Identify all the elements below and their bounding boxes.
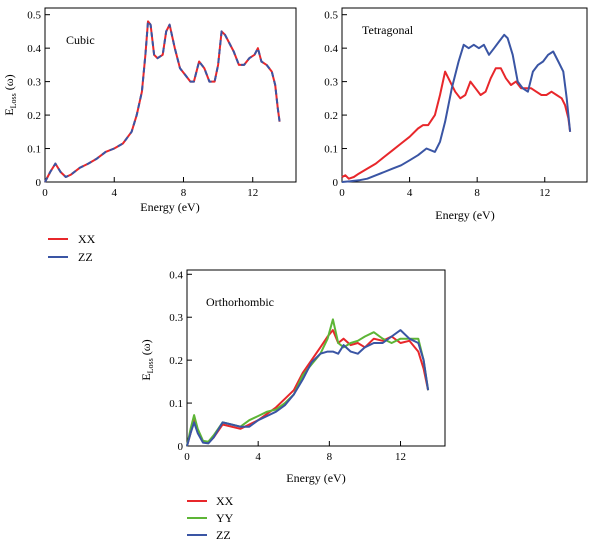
x-axis-label: Energy (eV) <box>435 208 494 222</box>
legend-label-yy: YY <box>216 511 234 525</box>
y-tick-label: 0.4 <box>324 43 338 55</box>
y-tick-label: 0.4 <box>169 269 183 281</box>
series-line-s0 <box>341 67 572 180</box>
x-tick-label: 12 <box>247 187 258 199</box>
y-tick-label: 0 <box>333 177 339 189</box>
plot-frame <box>341 7 588 183</box>
y-tick-label: 0.2 <box>169 355 183 367</box>
x-tick-label: 0 <box>339 187 345 199</box>
y-tick-label: 0.4 <box>27 43 41 55</box>
panel-title: Orthorhombic <box>206 295 274 309</box>
series-line-zz <box>44 20 281 183</box>
y-tick-label: 0.2 <box>27 110 41 122</box>
series-lines <box>44 20 281 183</box>
x-tick-label: 0 <box>184 451 190 463</box>
legend-label-zz: ZZ <box>78 250 93 264</box>
x-tick-label: 4 <box>407 187 413 199</box>
legend-label-xx: XX <box>78 232 96 246</box>
y-tick-label: 0.1 <box>169 398 183 410</box>
y-tick-label: 0.5 <box>324 10 338 22</box>
series-line-yy <box>186 318 430 447</box>
panel-tetragonal: 0 4 8 12 0 0.1 0.2 0.3 0.4 0.5 Tetragonal Energy … <box>324 7 588 222</box>
plot-frame <box>44 7 297 183</box>
legend: XX ZZ <box>48 232 96 264</box>
axis-ticks: 0 4 8 12 0 0.1 0.2 0.3 0.4 0.5 <box>27 10 258 199</box>
legend-label-xx: XX <box>216 494 234 508</box>
y-axis-label: ELoss (ω) <box>2 74 18 115</box>
legend-label-zz: ZZ <box>216 528 231 541</box>
y-tick-label: 0.3 <box>324 77 338 89</box>
y-tick-label: 0.2 <box>324 110 338 122</box>
y-tick-label: 0 <box>178 441 184 453</box>
panel-title: Tetragonal <box>362 23 414 37</box>
y-tick-label: 0.1 <box>324 144 338 156</box>
panel-orthorhombic: 0 4 8 12 0 0.1 0.2 0.3 0.4 Orthorhombic Energy (… <box>139 269 446 541</box>
series-lines <box>341 33 572 183</box>
x-tick-label: 4 <box>111 187 117 199</box>
y-axis-label: ELoss (ω) <box>139 339 155 380</box>
x-tick-label: 8 <box>474 187 480 199</box>
y-tick-label: 0.3 <box>27 77 41 89</box>
panel-title: Cubic <box>66 33 95 47</box>
x-tick-label: 0 <box>42 187 48 199</box>
y-tick-label: 0.3 <box>169 312 183 324</box>
y-tick-label: 0.5 <box>27 10 41 22</box>
plot-frame <box>186 269 446 447</box>
legend: XX YY ZZ <box>187 494 234 541</box>
y-tick-label: 0.1 <box>27 144 41 156</box>
series-line-xx <box>186 329 430 447</box>
x-axis-label: Energy (eV) <box>286 471 345 485</box>
y-tick-label: 0 <box>36 177 42 189</box>
x-tick-label: 12 <box>539 187 550 199</box>
axis-ticks: 0 4 8 12 0 0.1 0.2 0.3 0.4 <box>169 269 406 463</box>
series-line-zz <box>186 329 430 447</box>
x-tick-label: 8 <box>327 451 333 463</box>
series-lines <box>186 318 430 447</box>
x-axis-label: Energy (eV) <box>140 200 199 214</box>
x-tick-label: 12 <box>395 451 406 463</box>
x-tick-label: 4 <box>255 451 261 463</box>
x-tick-label: 8 <box>181 187 187 199</box>
series-line-s1 <box>341 33 572 183</box>
